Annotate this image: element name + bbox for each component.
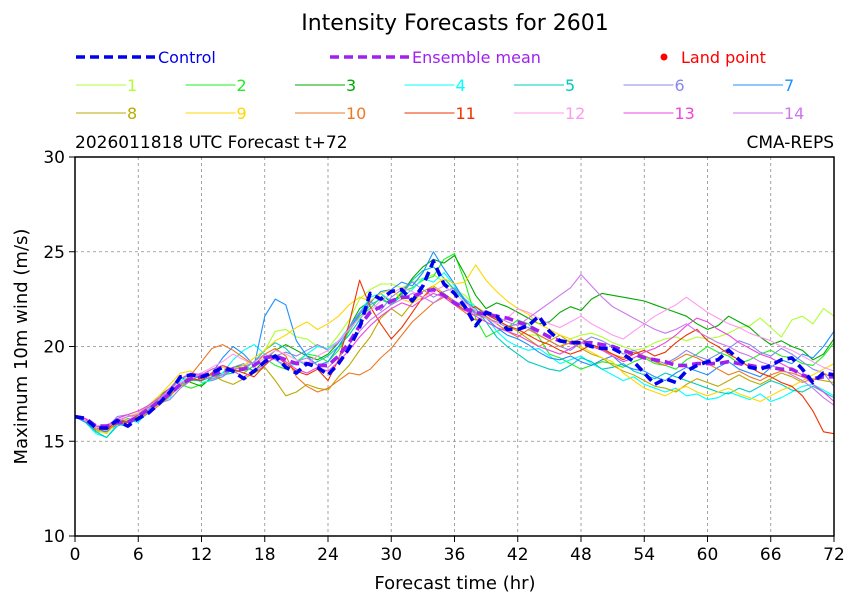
- x-tick-label-0: 0: [70, 545, 81, 565]
- y-axis-label: Maximum 10m wind (m/s): [11, 229, 32, 465]
- x-tick-label-42: 42: [507, 545, 529, 565]
- legend-label-member-1: 1: [127, 76, 137, 95]
- legend-label-mean: Ensemble mean: [412, 48, 541, 67]
- legend-label-member-9: 9: [237, 104, 247, 123]
- series-line-9: [74, 264, 835, 435]
- legend-label-land: Land point: [681, 48, 766, 67]
- legend-label-member-13: 13: [675, 104, 695, 123]
- legend-label-member-7: 7: [784, 76, 794, 95]
- x-axis-label: Forecast time (hr): [374, 573, 535, 594]
- series-line-4: [74, 272, 835, 439]
- legend-label-member-14: 14: [784, 104, 804, 123]
- series-lines: [74, 251, 835, 439]
- x-axis: 0 6 12 18 24 30 36 42 48 54 60 66 72: [70, 536, 845, 565]
- chart-title: Intensity Forecasts for 2601: [301, 11, 609, 36]
- x-tick-label-30: 30: [380, 545, 402, 565]
- x-tick-label-24: 24: [317, 545, 339, 565]
- forecast-run-label: 2026011818 UTC Forecast t+72: [75, 133, 348, 153]
- legend-label-member-3: 3: [346, 76, 356, 95]
- y-tick-label-10: 10: [43, 527, 65, 547]
- y-tick-label-25: 25: [43, 243, 65, 263]
- x-tick-label-72: 72: [823, 545, 845, 565]
- legend-marker-land: [660, 53, 668, 61]
- grid: [75, 157, 834, 536]
- x-tick-label-48: 48: [570, 545, 592, 565]
- legend-label-member-5: 5: [565, 76, 575, 95]
- x-tick-label-66: 66: [760, 545, 782, 565]
- legend-label-control: Control: [158, 48, 216, 67]
- x-tick-label-36: 36: [444, 545, 466, 565]
- series-line-2: [74, 253, 835, 433]
- series-line-3: [74, 254, 835, 431]
- source-label: CMA-REPS: [746, 133, 834, 153]
- legend-label-member-10: 10: [346, 104, 366, 123]
- legend-label-member-2: 2: [237, 76, 247, 95]
- y-tick-label-20: 20: [43, 338, 65, 358]
- series-line-control: [74, 259, 835, 430]
- y-tick-label-30: 30: [43, 148, 65, 168]
- x-tick-label-54: 54: [633, 545, 655, 565]
- legend-label-member-11: 11: [456, 104, 476, 123]
- x-tick-label-12: 12: [191, 545, 213, 565]
- legend-label-member-6: 6: [675, 76, 685, 95]
- y-tick-label-15: 15: [43, 432, 65, 452]
- legend-label-member-12: 12: [565, 104, 585, 123]
- legend-label-member-8: 8: [127, 104, 137, 123]
- x-tick-label-6: 6: [133, 545, 144, 565]
- x-tick-label-18: 18: [254, 545, 276, 565]
- y-axis: 10 15 20 25 30: [43, 148, 75, 547]
- x-tick-label-60: 60: [697, 545, 719, 565]
- legend-label-member-4: 4: [456, 76, 466, 95]
